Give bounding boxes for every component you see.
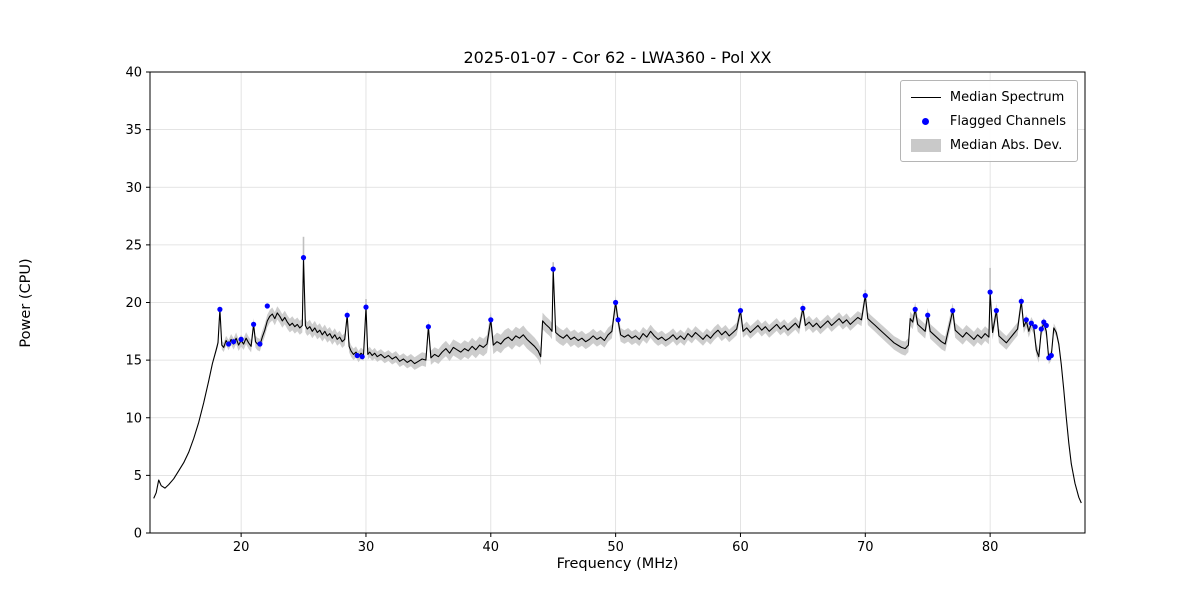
legend-label-flagged-channels: Flagged Channels bbox=[949, 113, 1066, 129]
svg-text:60: 60 bbox=[732, 540, 749, 555]
svg-text:5: 5 bbox=[134, 469, 142, 484]
line-swatch-icon bbox=[910, 96, 941, 98]
svg-text:50: 50 bbox=[607, 540, 624, 555]
svg-text:40: 40 bbox=[125, 66, 142, 81]
svg-text:20: 20 bbox=[125, 296, 142, 311]
legend-label-median-abs-dev: Median Abs. Dev. bbox=[949, 137, 1063, 153]
svg-text:0: 0 bbox=[134, 527, 142, 542]
svg-text:35: 35 bbox=[125, 123, 142, 138]
legend-item-median-abs-dev: Median Abs. Dev. bbox=[910, 136, 1066, 154]
svg-text:40: 40 bbox=[483, 540, 500, 555]
chart-title: 2025-01-07 - Cor 62 - LWA360 - Pol XX bbox=[463, 48, 772, 67]
svg-text:30: 30 bbox=[358, 540, 375, 555]
svg-text:70: 70 bbox=[857, 540, 874, 555]
svg-text:80: 80 bbox=[982, 540, 999, 555]
dot-swatch-icon bbox=[911, 117, 941, 125]
legend-item-median-spectrum: Median Spectrum bbox=[910, 88, 1066, 106]
svg-text:15: 15 bbox=[125, 354, 142, 369]
svg-text:30: 30 bbox=[125, 181, 142, 196]
svg-text:10: 10 bbox=[125, 411, 142, 426]
legend-label-median-spectrum: Median Spectrum bbox=[949, 89, 1065, 105]
svg-text:20: 20 bbox=[233, 540, 250, 555]
patch-swatch-icon bbox=[910, 138, 941, 152]
svg-text:25: 25 bbox=[125, 238, 142, 253]
y-axis-label: Power (CPU) bbox=[18, 258, 34, 348]
legend: Median Spectrum Flagged Channels Median … bbox=[899, 80, 1078, 162]
legend-item-flagged-channels: Flagged Channels bbox=[911, 112, 1066, 130]
x-axis-label: Frequency (MHz) bbox=[556, 556, 679, 572]
